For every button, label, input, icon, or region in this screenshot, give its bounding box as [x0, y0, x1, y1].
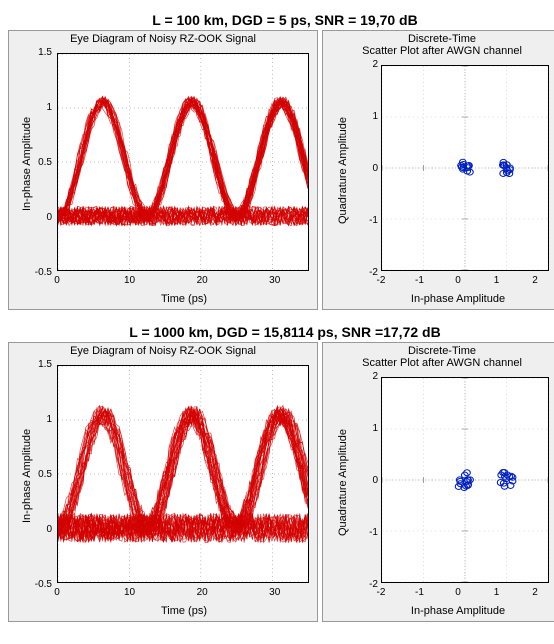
panel-row: Eye Diagram of Noisy RZ-OOK Signal-0.500…: [8, 30, 554, 310]
xtick-label: 10: [120, 587, 140, 598]
ytick-label: 1: [363, 111, 378, 122]
xtick-label: 0: [47, 275, 67, 286]
scatter-plot: Discrete-TimeScatter Plot after AWGN cha…: [322, 342, 554, 622]
eye-title: Eye Diagram of Noisy RZ-OOK Signal: [9, 343, 317, 357]
ytick-label: 1: [46, 102, 52, 113]
xtick-label: 0: [450, 275, 466, 286]
xtick-label: 30: [265, 275, 285, 286]
scatter-xlabel: In-phase Amplitude: [381, 605, 535, 617]
scatter-xlabel: In-phase Amplitude: [381, 293, 535, 305]
xtick-label: 2: [527, 587, 543, 598]
ytick-label: 2: [363, 371, 378, 382]
eye-diagram-plot: Eye Diagram of Noisy RZ-OOK Signal-0.500…: [8, 342, 318, 622]
ytick-label: 1.5: [38, 47, 52, 58]
xtick-label: 1: [489, 275, 505, 286]
eye-title: Eye Diagram of Noisy RZ-OOK Signal: [9, 31, 317, 45]
xtick-label: -2: [373, 587, 389, 598]
panel-row: Eye Diagram of Noisy RZ-OOK Signal-0.500…: [8, 342, 554, 622]
eye-ylabel: In-phase Amplitude: [21, 117, 33, 211]
scatter-title: Discrete-TimeScatter Plot after AWGN cha…: [323, 343, 554, 369]
xtick-label: 20: [192, 275, 212, 286]
eye-axes: [57, 365, 309, 583]
ytick-label: 0.5: [38, 157, 52, 168]
ytick-label: 1: [46, 414, 52, 425]
scatter-plot: Discrete-TimeScatter Plot after AWGN cha…: [322, 30, 554, 310]
eye-ylabel: In-phase Amplitude: [21, 429, 33, 523]
ytick-label: 0.5: [38, 469, 52, 480]
xtick-label: 1: [489, 587, 505, 598]
ytick-label: 0: [363, 475, 378, 486]
scatter-title: Discrete-TimeScatter Plot after AWGN cha…: [323, 31, 554, 57]
ytick-label: 0: [363, 163, 378, 174]
panel-title: L = 1000 km, DGD = 15,8114 ps, SNR =17,7…: [8, 324, 554, 340]
ytick-label: 0: [46, 524, 52, 535]
xtick-label: 30: [265, 587, 285, 598]
xtick-label: -1: [412, 275, 428, 286]
xtick-label: 0: [450, 587, 466, 598]
eye-axes: [57, 53, 309, 271]
xtick-label: -2: [373, 275, 389, 286]
ytick-label: -1: [363, 527, 378, 538]
ytick-label: 1.5: [38, 359, 52, 370]
scatter-axes: [381, 377, 549, 583]
scatter-ylabel: Quadrature Amplitude: [337, 429, 349, 536]
xtick-label: 20: [192, 587, 212, 598]
scatter-axes: [381, 65, 549, 271]
ytick-label: 0: [46, 212, 52, 223]
xtick-label: 0: [47, 587, 67, 598]
ytick-label: 1: [363, 423, 378, 434]
ytick-label: 2: [363, 59, 378, 70]
eye-diagram-plot: Eye Diagram of Noisy RZ-OOK Signal-0.500…: [8, 30, 318, 310]
eye-xlabel: Time (ps): [57, 605, 311, 617]
xtick-label: -1: [412, 587, 428, 598]
ytick-label: -1: [363, 215, 378, 226]
xtick-label: 2: [527, 275, 543, 286]
scatter-ylabel: Quadrature Amplitude: [337, 117, 349, 224]
panel-title: L = 100 km, DGD = 5 ps, SNR = 19,70 dB: [8, 12, 554, 28]
eye-xlabel: Time (ps): [57, 293, 311, 305]
xtick-label: 10: [120, 275, 140, 286]
